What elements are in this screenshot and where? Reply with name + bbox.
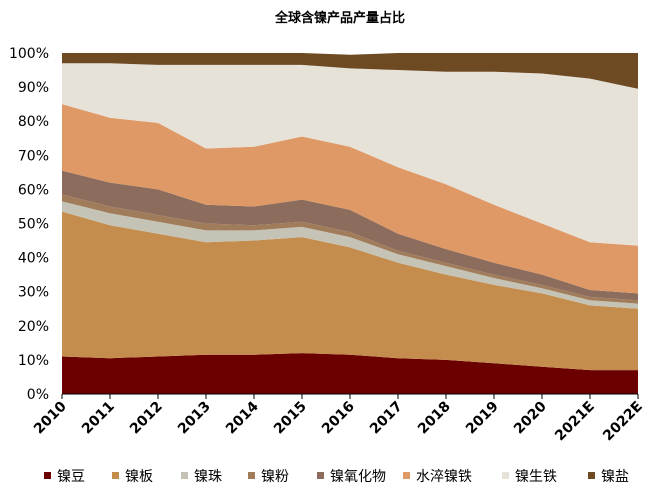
x-tick-label: 2013 [175,399,214,438]
x-axis-ticks: 2010 2011 2012 2013 2014 2015 2016 2017 2018 2019… [31,398,646,444]
legend-label: 镍盐 [601,469,629,485]
area-series-4 [62,194,638,304]
area-series-2 [62,211,638,371]
x-tick-label: 2021E [552,399,598,445]
legend-item: 镍盐 [588,469,629,485]
y-tick-label: 100% [9,46,49,62]
y-tick-label: 70% [18,148,49,164]
x-tick-label: 2015 [271,399,310,438]
legend-label: 镍氧化物 [330,469,386,485]
x-tick-label: 2012 [127,399,166,438]
area-series-3 [62,201,638,309]
legend-swatch [248,472,255,479]
x-tick-label: 2016 [319,399,358,438]
legend-label: 镍豆 [57,469,85,485]
area-series-7 [62,63,638,246]
area-series-5 [62,170,638,301]
legend-item: 镍豆 [44,469,85,485]
x-tick-label: 2019 [463,399,502,438]
legend-label: 镍生铁 [515,469,557,485]
y-tick-label: 0% [27,387,49,403]
y-tick-label: 80% [18,114,49,130]
y-tick-label: 60% [18,182,49,198]
legend-item: 镍板 [112,469,153,485]
x-tick-label: 2022E [600,399,646,445]
legend-label: 镍珠 [194,469,222,485]
legend-item: 镍珠 [181,469,222,485]
x-tick-label: 2011 [79,399,118,438]
legend-item: 镍生铁 [502,469,557,485]
legend-swatch [317,472,324,479]
legend-swatch [44,472,51,479]
legend-label: 镍板 [125,469,153,485]
legend-label: 水淬镍铁 [416,469,472,485]
x-tick-label: 2018 [415,399,454,438]
legend-swatch [588,472,595,479]
y-tick-label: 30% [18,285,49,301]
y-axis-ticks: 0% 10% 20% 30% 40% 50% 60% 70% 80% 90% 100% [9,46,49,403]
x-axis [61,393,639,399]
x-tick-label: 2017 [367,399,406,438]
y-tick-label: 40% [18,251,49,267]
x-tick-label: 2020 [511,398,550,437]
legend: 镍豆 镍板 镍珠 镍粉 镍氧化物 水淬镍铁 镍生铁 镍盐 [44,469,629,485]
legend-swatch [112,472,119,479]
y-tick-label: 90% [18,80,49,96]
legend-item: 镍氧化物 [317,469,386,485]
y-tick-label: 10% [18,353,49,369]
y-tick-label: 50% [18,217,49,233]
x-tick-label: 2014 [223,398,262,437]
area-series-6 [62,104,638,294]
y-tick-label: 20% [18,319,49,335]
chart-title: 全球含镍产品产量占比 [274,10,405,26]
legend-item: 镍粉 [248,469,289,485]
legend-swatch [403,472,410,479]
legend-item: 水淬镍铁 [403,469,472,485]
legend-label: 镍粉 [261,469,289,485]
area-series-8 [62,53,638,89]
legend-swatch [502,472,509,479]
legend-swatch [181,472,188,479]
x-tick-label: 2010 [31,398,70,437]
stacked-areas [62,53,638,394]
